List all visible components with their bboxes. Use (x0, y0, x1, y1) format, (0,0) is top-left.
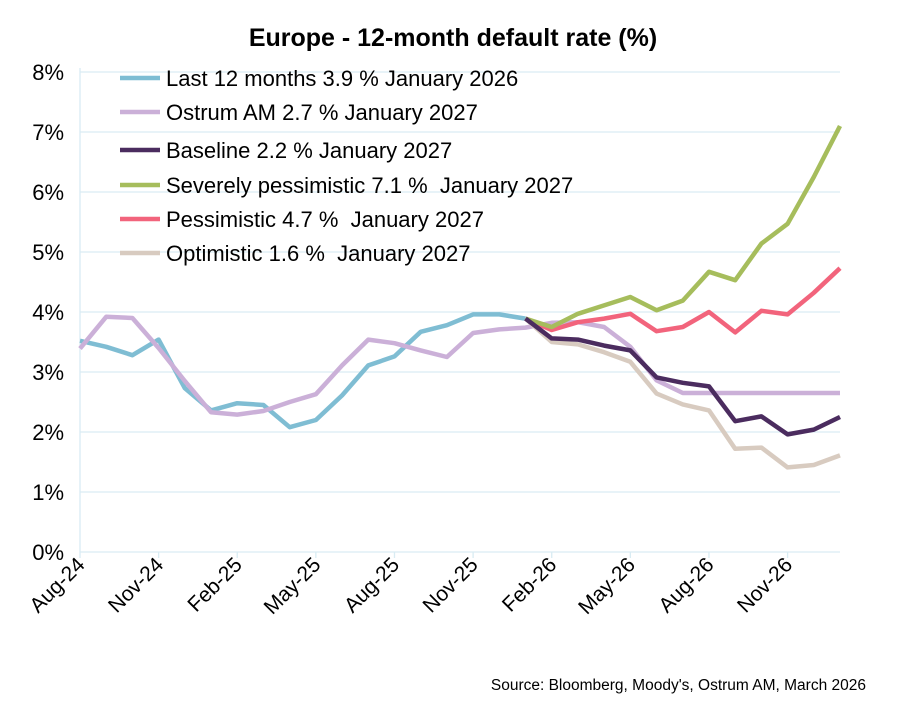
y-tick-label: 1% (32, 480, 64, 505)
series-line (524, 316, 841, 437)
y-tick-label: 5% (32, 240, 64, 265)
series-line (524, 266, 842, 335)
x-tick-label: Feb-25 (183, 553, 246, 616)
series-line (524, 316, 841, 470)
x-tick-label: May-25 (260, 553, 326, 619)
x-tick-label: Nov-24 (104, 553, 168, 617)
y-tick-label: 6% (32, 180, 64, 205)
source-note: Source: Bloomberg, Moody's, Ostrum AM, M… (491, 677, 866, 694)
series-lines (78, 124, 843, 470)
x-tick-label: Aug-25 (340, 553, 404, 617)
x-tick-label: Nov-25 (419, 553, 483, 617)
series-line (524, 124, 843, 330)
x-tick-label: Feb-26 (498, 553, 561, 616)
legend-label: Pessimistic 4.7 % January 2027 (166, 207, 484, 232)
legend: Last 12 months 3.9 % January 2026 Ostrum … (120, 66, 573, 266)
x-tick-label: May-26 (574, 553, 640, 619)
x-tick-label: Nov-26 (733, 553, 797, 617)
y-tick-label: 4% (32, 300, 64, 325)
legend-label: Severely pessimistic 7.1 % January 2027 (166, 173, 573, 198)
legend-label: Baseline 2.2 % January 2027 (166, 138, 452, 163)
gridlines (80, 71, 840, 493)
y-tick-label: 2% (32, 420, 64, 445)
chart-title: Europe - 12-month default rate (%) (249, 24, 657, 52)
y-tick-label: 3% (32, 360, 64, 385)
legend-label: Optimistic 1.6 % January 2027 (166, 241, 470, 266)
y-tick-label: 0% (32, 540, 64, 565)
legend-label: Ostrum AM 2.7 % January 2027 (166, 100, 478, 125)
series-line (78, 314, 840, 417)
y-axis: 0% 1% 2% 3% 4% 5% 6% 7% 8% (32, 60, 64, 565)
legend-label: Last 12 months 3.9 % January 2026 (166, 66, 518, 91)
y-tick-label: 8% (32, 60, 64, 85)
y-tick-label: 7% (32, 120, 64, 145)
x-tick-label: Aug-26 (654, 553, 718, 617)
